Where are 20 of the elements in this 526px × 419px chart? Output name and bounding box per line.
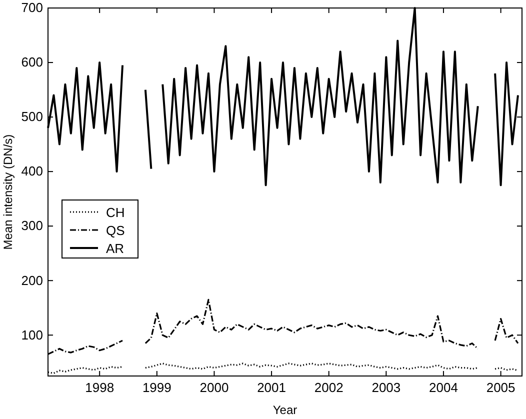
x-axis-title: Year [272, 403, 298, 417]
y-tick-label: 700 [21, 0, 43, 16]
y-tick-label: 300 [21, 218, 43, 234]
y-tick-label: 600 [21, 54, 43, 70]
y-axis-title: Mean intensity (DN/s) [1, 134, 15, 250]
x-tick-label: 2004 [429, 380, 458, 396]
legend-label: AR [106, 241, 124, 256]
x-tick-label: 2003 [372, 380, 401, 396]
y-tick-label: 400 [21, 164, 43, 179]
x-tick-label: 1999 [142, 380, 172, 396]
x-tick-label: 1998 [85, 380, 114, 396]
y-tick-label: 200 [21, 272, 43, 288]
legend-label: QS [106, 223, 126, 238]
y-tick-label: 500 [21, 109, 43, 124]
x-tick-label: 2002 [314, 380, 344, 396]
x-tick-label: 2001 [257, 380, 286, 396]
x-tick-label: 2005 [486, 380, 516, 396]
legend-label: CH [106, 205, 125, 220]
y-tick-label: 100 [21, 327, 43, 342]
x-tick-label: 2000 [200, 380, 229, 396]
